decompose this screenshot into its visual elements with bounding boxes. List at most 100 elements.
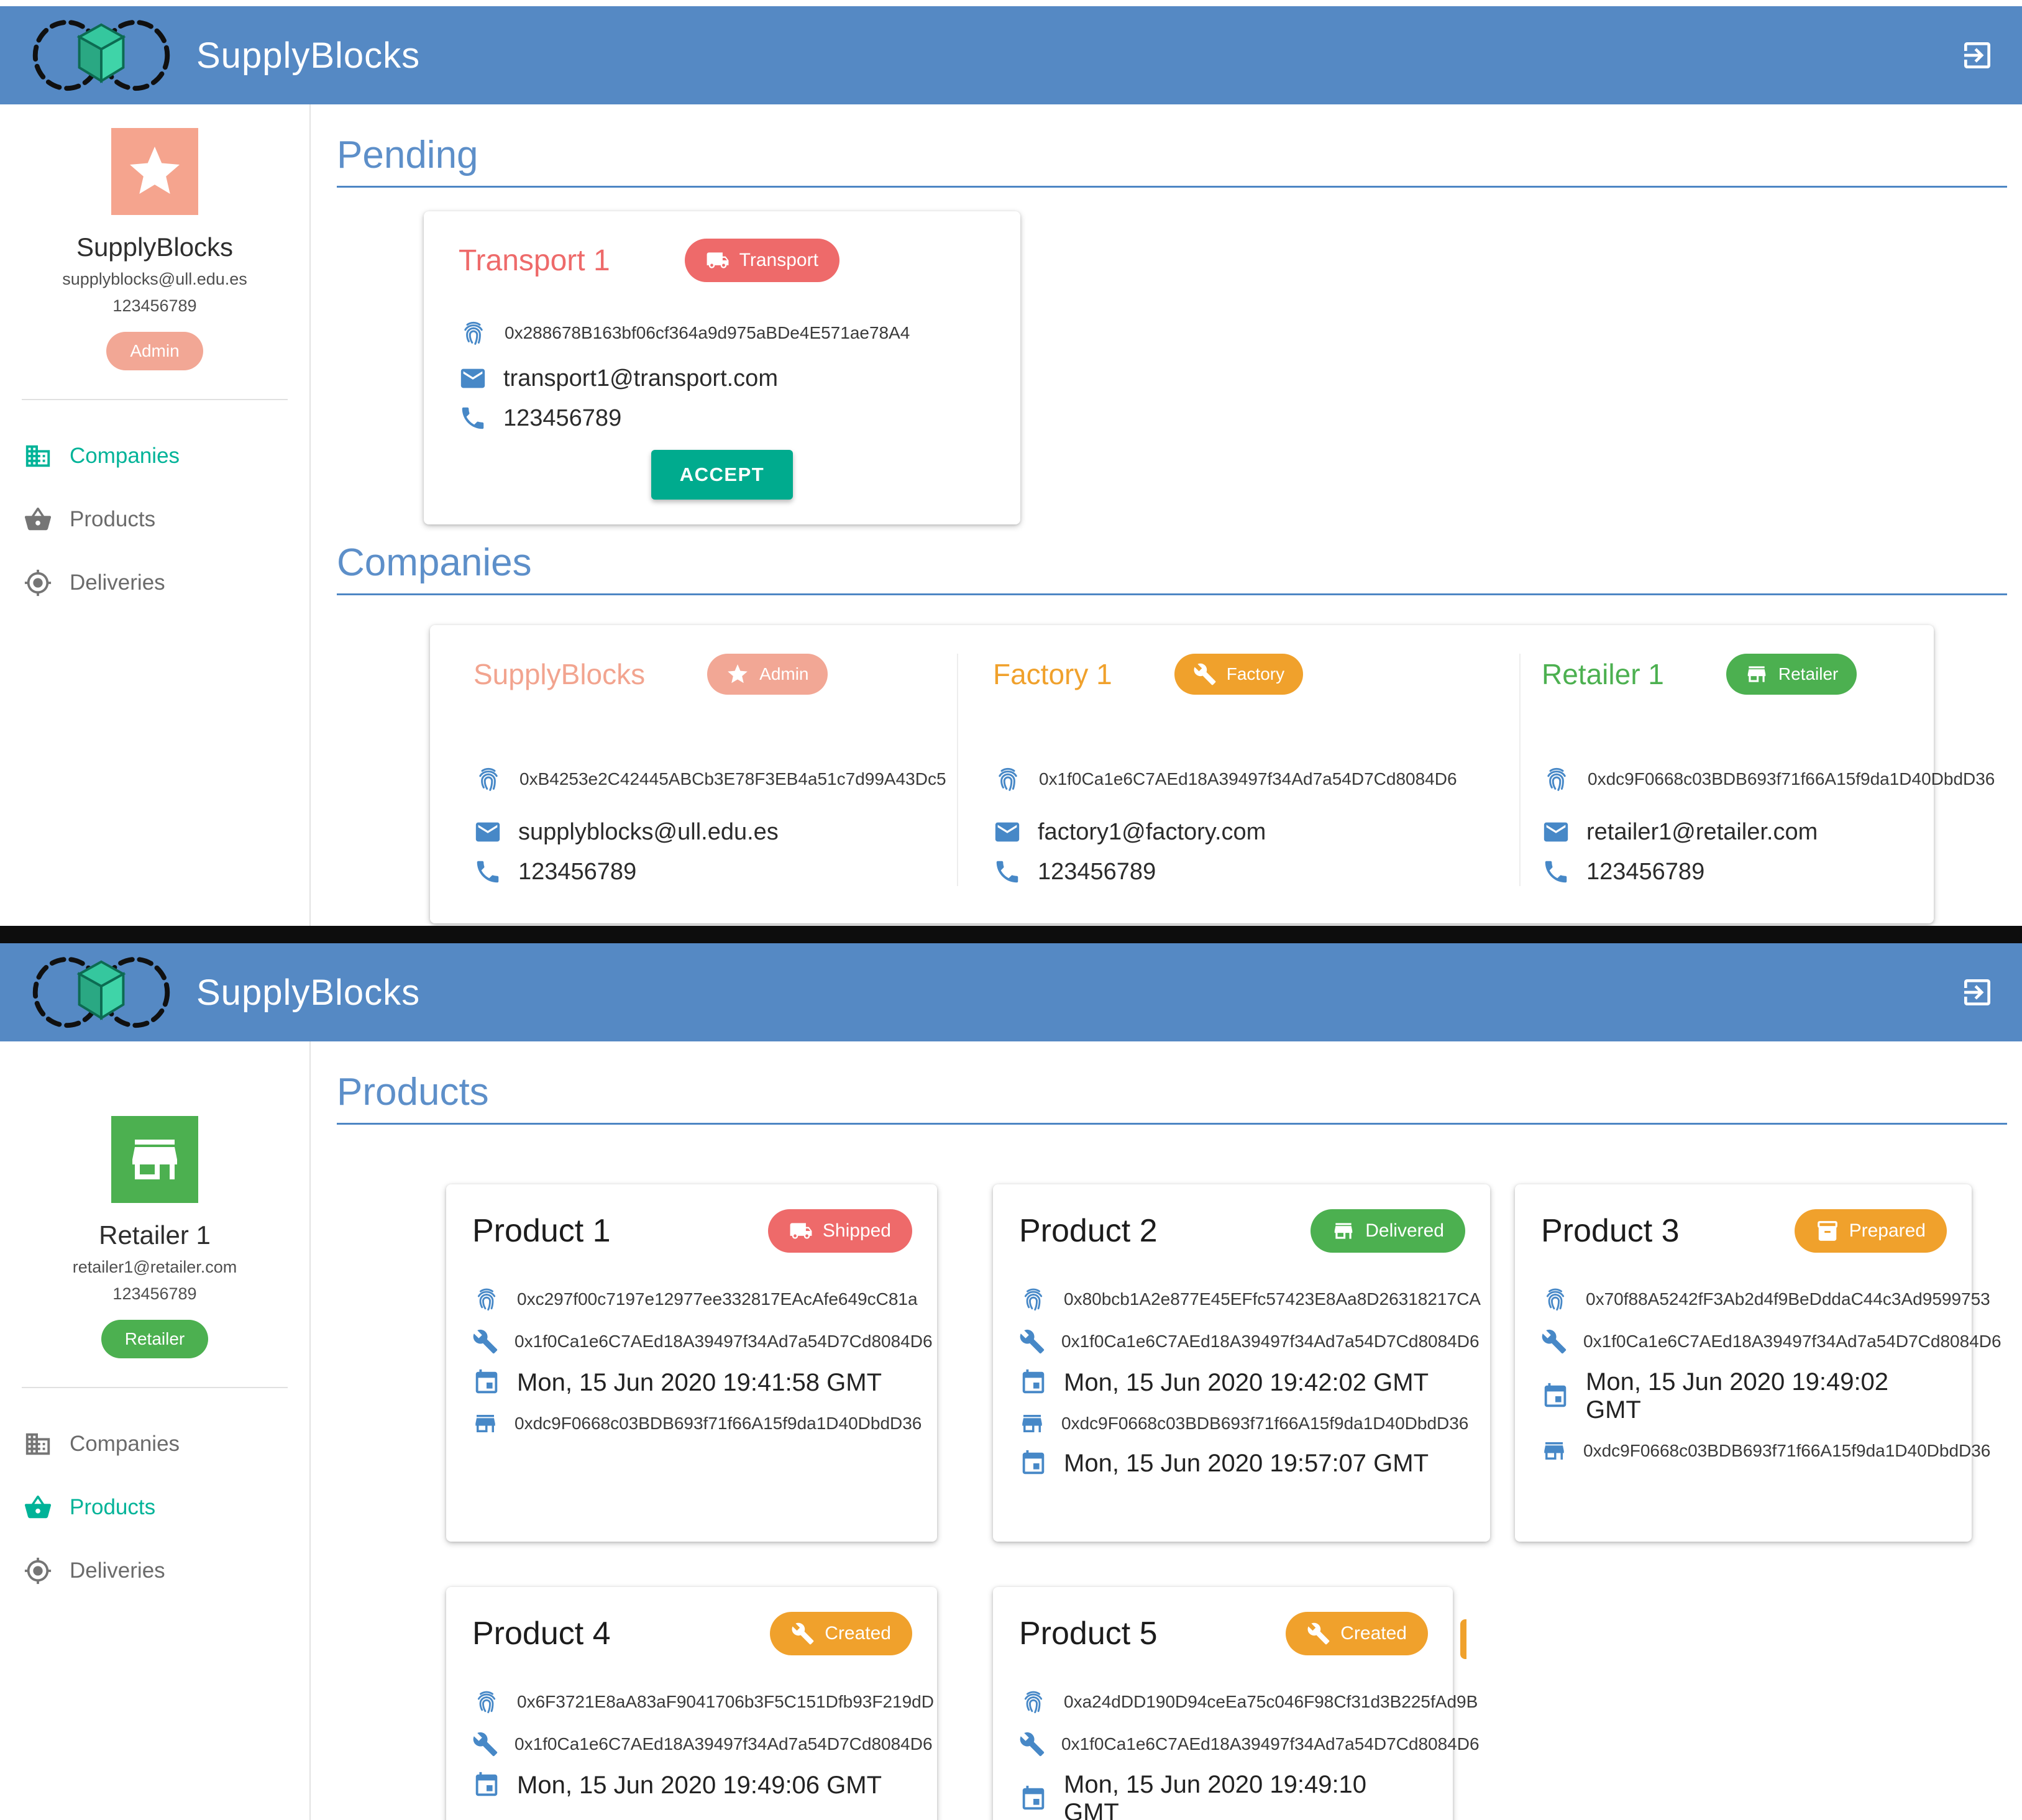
wrench-icon	[1020, 1329, 1045, 1354]
factory-row: 0x1f0Ca1e6C7AEd18A39497f34Ad7a54D7Cd8084…	[1019, 1328, 1480, 1355]
basket-icon	[24, 507, 52, 531]
calendar-icon	[475, 1772, 498, 1796]
target-icon	[24, 569, 52, 597]
product-title: Product 5	[1019, 1616, 1158, 1652]
status-badge-created: Created	[1286, 1612, 1428, 1655]
profile-phone: 123456789	[112, 1284, 197, 1303]
screenshot-separator	[0, 926, 2022, 943]
storefront-icon	[1544, 1442, 1564, 1460]
address-row: 0xc297f00c7197e12977ee332817EAcAfe649cC8…	[472, 1285, 918, 1314]
profile-name: SupplyBlocks	[76, 232, 234, 262]
app-logo-icon	[27, 954, 175, 1030]
company-type-badge: Factory	[1174, 654, 1304, 695]
building-icon	[25, 1433, 50, 1455]
company-column-factory: Factory 1 Factory 0x1f0Ca1e6C7AEd18A3949…	[958, 654, 1521, 886]
factory-row: 0x1f0Ca1e6C7AEd18A39497f34Ad7a54D7Cd8084…	[472, 1328, 933, 1355]
email-icon	[1544, 822, 1568, 842]
profile-email: retailer1@retailer.com	[72, 1258, 237, 1276]
app-logo-icon	[27, 17, 175, 93]
retailer-avatar	[111, 1116, 198, 1203]
sidebar-item-label: Deliveries	[70, 570, 165, 595]
wrench-icon	[473, 1732, 498, 1757]
retailer-row: 0xdc9F0668c03BDB693f71f66A15f9da1D40DbdD…	[472, 1411, 922, 1437]
profile-email: supplyblocks@ull.edu.es	[62, 270, 247, 288]
sidebar-item-products[interactable]: Products	[24, 1488, 309, 1527]
company-name: Transport 1	[459, 244, 610, 277]
wrench-icon	[1307, 1622, 1330, 1645]
storefront-icon	[132, 1140, 177, 1179]
product-card-3: Product 3 Prepared 0x70f88A5242fF3Ab2d4f…	[1515, 1184, 2001, 1542]
company-column-retailer: Retailer 1 Retailer 0xdc9F0668c03BDB693f…	[1521, 654, 1995, 886]
product-card-5: Product 5 Created 0xa24dDD190D94ceEa75c0…	[993, 1587, 1480, 1820]
app-header: SupplyBlocks	[0, 943, 2022, 1041]
fingerprint-icon	[1547, 767, 1566, 791]
email-icon	[995, 822, 1020, 842]
email-icon	[475, 822, 500, 842]
sidebar-item-companies[interactable]: Companies	[24, 436, 309, 476]
company-type-badge: Admin	[707, 654, 828, 695]
storefront-icon	[1747, 666, 1766, 682]
sidebar-item-deliveries[interactable]: Deliveries	[24, 563, 309, 603]
sidebar-item-products[interactable]: Products	[24, 500, 309, 539]
storefront-icon	[1335, 1223, 1353, 1239]
sidebar-menu: Companies Products Deliveries	[0, 1388, 309, 1614]
product-title: Product 3	[1541, 1213, 1680, 1249]
wrench-icon	[1194, 663, 1216, 685]
companies-card: SupplyBlocks Admin 0xB4253e2C42445ABCb3E…	[430, 625, 1995, 923]
sidebar-item-label: Products	[70, 507, 156, 531]
products-row-2: Product 4 Created 0x6F3721E8aA83aF904170…	[446, 1587, 2007, 1820]
company-name: SupplyBlocks	[473, 658, 646, 690]
address-row: 0xa24dDD190D94ceEa75c046F98Cf31d3B225fAd…	[1019, 1688, 1478, 1716]
heading-rule	[337, 186, 2007, 188]
created-date-row: Mon, 15 Jun 2020 19:49:06 GMT	[472, 1771, 912, 1799]
product-title: Product 2	[1019, 1213, 1158, 1249]
admin-avatar	[111, 128, 198, 215]
email-row: factory1@factory.com	[993, 818, 1501, 846]
star-icon	[728, 664, 748, 684]
calendar-icon	[1022, 1450, 1045, 1475]
sidebar-item-label: Companies	[70, 1432, 180, 1456]
sidebar-item-deliveries[interactable]: Deliveries	[24, 1551, 309, 1591]
address-row: 0xB4253e2C42445ABCb3E78F3EB4a51c7d99A43D…	[473, 764, 946, 794]
factory-row: 0x1f0Ca1e6C7AEd18A39497f34Ad7a54D7Cd8084…	[1541, 1328, 2001, 1355]
calendar-icon	[475, 1369, 498, 1394]
app-header: SupplyBlocks	[0, 6, 2022, 104]
sidebar-menu: Companies Products Deliveries	[0, 400, 309, 626]
retailer-row: 0xdc9F0668c03BDB693f71f66A15f9da1D40DbdD…	[1019, 1411, 1468, 1437]
status-badge-created: Created	[770, 1612, 912, 1655]
truck-icon	[707, 252, 729, 268]
main-content: Products Product 1 Shipped	[311, 1041, 2022, 1820]
sidebar-item-label: Products	[70, 1495, 156, 1519]
heading-rule	[337, 1123, 2007, 1125]
company-name: Retailer 1	[1542, 658, 1664, 690]
product-card-2: Product 2 Delivered 0x80bcb1A2e877E45EFf…	[993, 1184, 1490, 1542]
products-row-1: Product 1 Shipped 0xc297f00c7197e12977ee…	[446, 1184, 2007, 1542]
logout-icon[interactable]	[1960, 975, 1995, 1010]
address-row: 0x1f0Ca1e6C7AEd18A39497f34Ad7a54D7Cd8084…	[993, 764, 1501, 794]
phone-row: 123456789	[993, 857, 1501, 886]
role-badge: Admin	[106, 332, 203, 370]
pending-company-card: Transport 1 Transport 0x288678B163bf06cf…	[424, 211, 1020, 524]
accept-button[interactable]: ACCEPT	[651, 450, 794, 500]
company-column-supplyblocks: SupplyBlocks Admin 0xB4253e2C42445ABCb3E…	[430, 654, 958, 886]
created-date-row: Mon, 15 Jun 2020 19:49:10 GMT	[1019, 1771, 1428, 1820]
fingerprint-icon	[479, 767, 498, 791]
phone-icon	[462, 407, 484, 429]
fingerprint-icon	[464, 321, 483, 345]
app-title: SupplyBlocks	[196, 972, 421, 1013]
company-type-badge: Transport	[684, 239, 839, 282]
sidebar-item-companies[interactable]: Companies	[24, 1424, 309, 1464]
inventory-icon	[1817, 1221, 1837, 1241]
logout-icon[interactable]	[1960, 38, 1995, 73]
sidebar-item-label: Companies	[70, 444, 180, 468]
truck-icon	[790, 1223, 812, 1239]
phone-icon	[996, 861, 1018, 883]
address-row: 0xdc9F0668c03BDB693f71f66A15f9da1D40DbdD…	[1542, 764, 1995, 794]
wrench-icon	[1020, 1732, 1045, 1757]
fingerprint-icon	[1024, 1691, 1043, 1714]
screenshot-retailer: SupplyBlocks Retailer 1 retailer1@retail…	[0, 943, 2022, 1820]
calendar-icon	[1022, 1785, 1045, 1810]
calendar-icon	[1022, 1369, 1045, 1394]
profile-phone: 123456789	[112, 296, 197, 315]
target-icon	[24, 1557, 52, 1584]
